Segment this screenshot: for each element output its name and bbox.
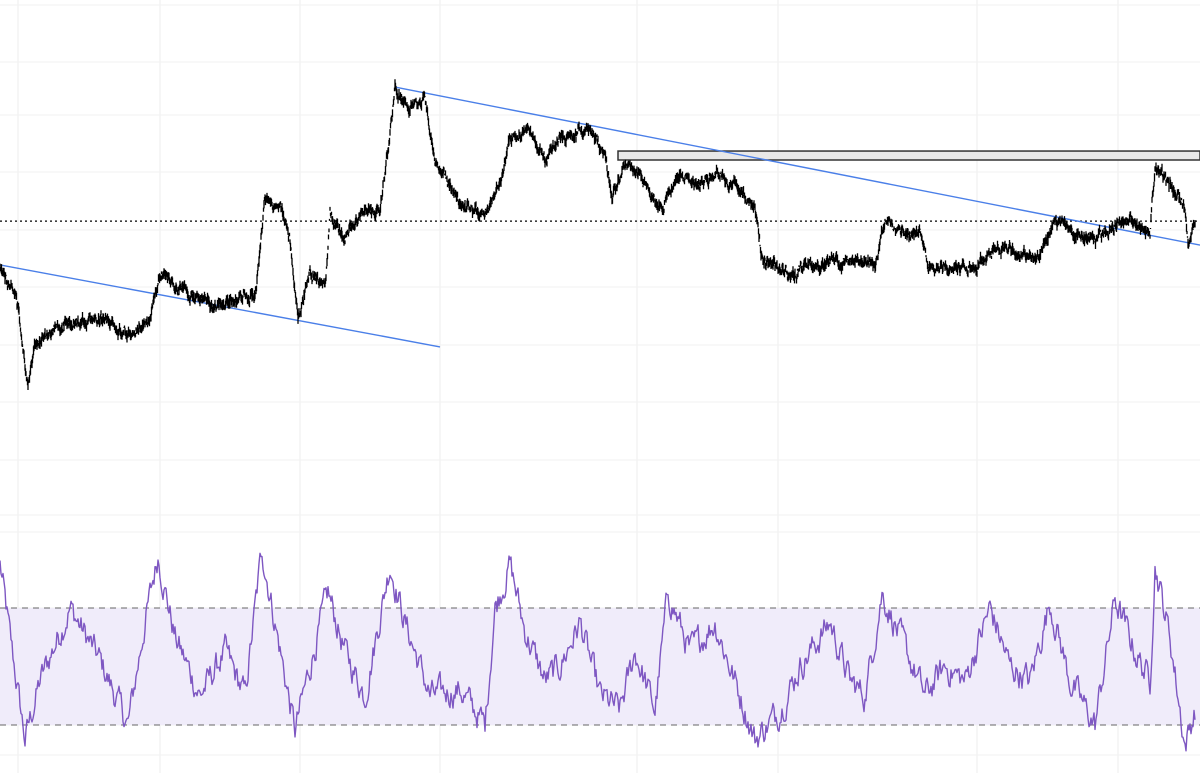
trendline-2 bbox=[394, 86, 1200, 246]
rsi-band-fill bbox=[0, 608, 1200, 725]
price-pane bbox=[0, 79, 1200, 390]
rsi-line bbox=[0, 552, 1196, 752]
price-candles bbox=[0, 79, 1196, 390]
resistance-zone bbox=[617, 150, 1200, 161]
rsi-pane bbox=[0, 552, 1200, 752]
